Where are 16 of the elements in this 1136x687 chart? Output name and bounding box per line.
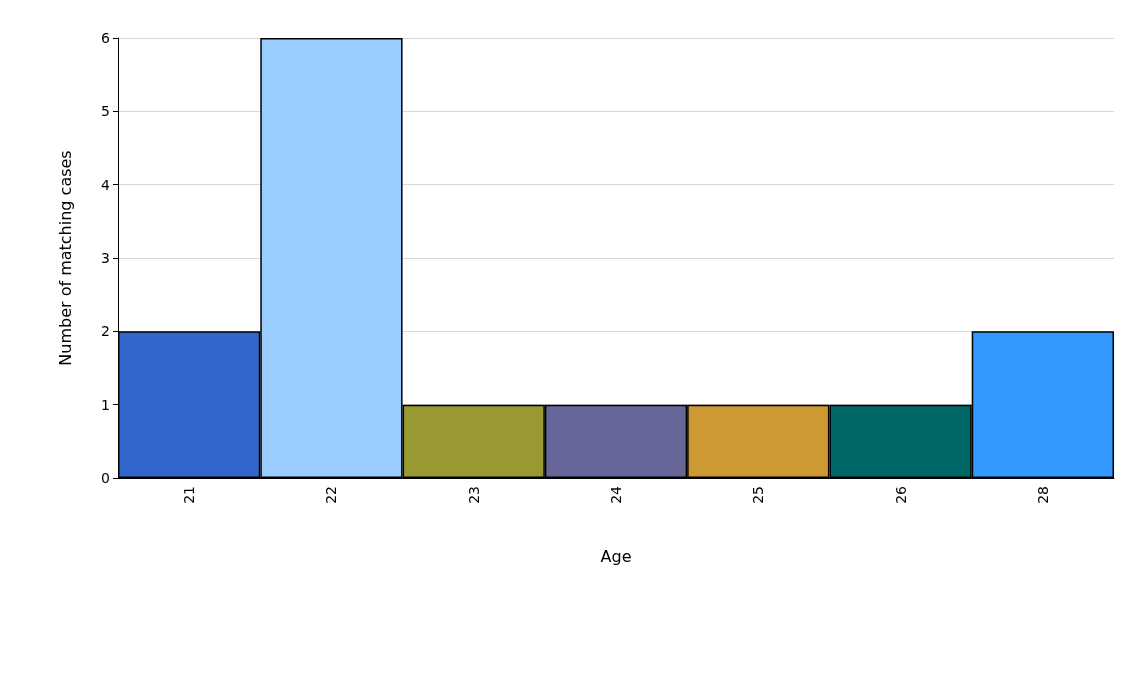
y-tick-label: 6 — [101, 30, 111, 46]
y-tick-label: 0 — [101, 470, 110, 486]
x-tick-label: 25 — [750, 486, 767, 504]
y-tick-label: 1 — [101, 396, 110, 413]
x-tick-label: 21 — [181, 486, 198, 504]
x-tick-label: 22 — [323, 486, 340, 504]
x-tick-label: 23 — [465, 486, 482, 504]
y-axis-title: Number of matching cases — [55, 150, 75, 366]
y-tick-label: 3 — [101, 250, 110, 266]
x-tick-label: 24 — [608, 485, 624, 504]
x-axis-title: Age — [600, 546, 632, 566]
y-tick-label: 4 — [101, 176, 111, 193]
y-tick-label: 2 — [101, 323, 110, 340]
x-tick-label: 28 — [1034, 486, 1051, 504]
x-tick-label: 26 — [892, 485, 909, 504]
y-tick-label: 5 — [101, 103, 110, 120]
